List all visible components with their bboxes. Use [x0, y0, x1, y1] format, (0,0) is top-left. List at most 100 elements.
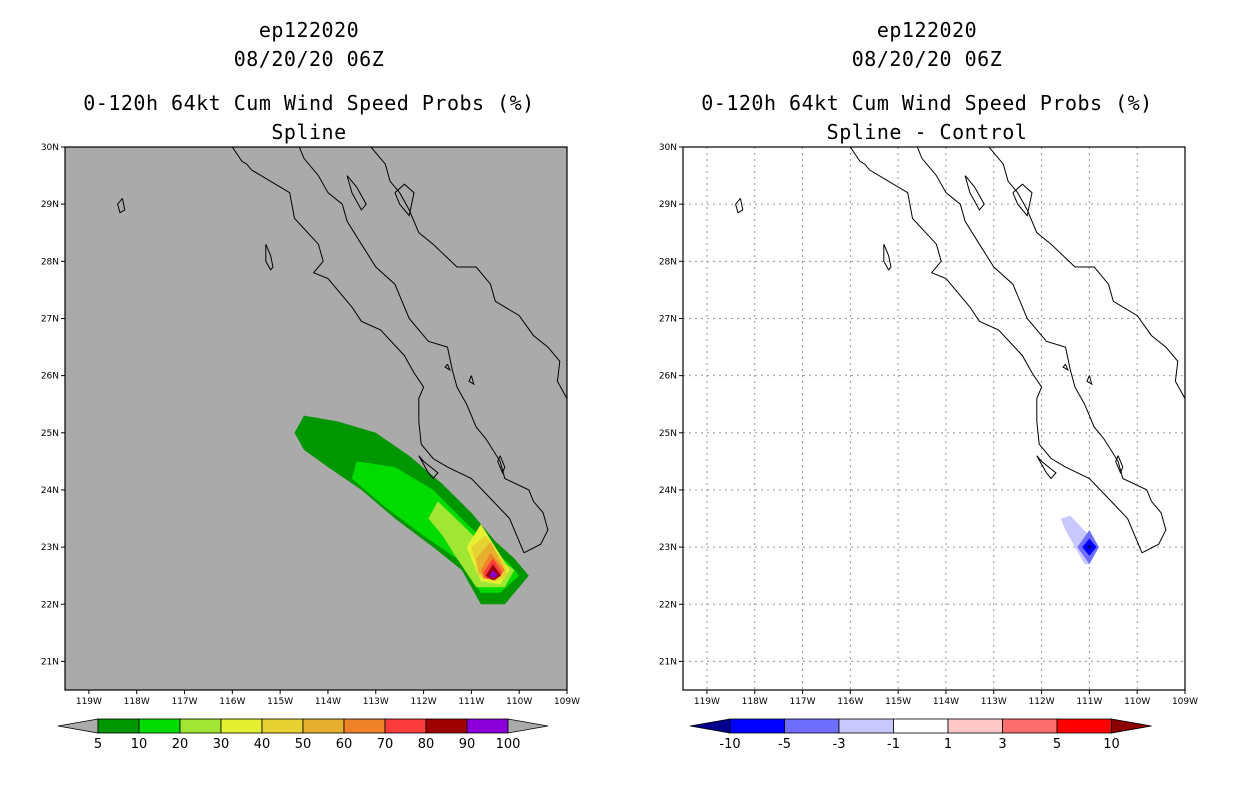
lat-tick-label: 28N	[659, 257, 677, 267]
colorbar-extend-right	[507, 718, 549, 734]
difference-panel: ep122020 08/20/20 06Z 0-120h 64kt Cum Wi…	[618, 0, 1236, 800]
colorbar-label: 70	[377, 737, 394, 752]
lon-tick-label: 114W	[933, 697, 959, 707]
coastline-baja-west-coast	[231, 147, 525, 553]
lat-tick-label: 25N	[41, 429, 59, 439]
lon-tick-label: 119W	[694, 697, 720, 707]
subtitle: Spline - Control	[826, 120, 1028, 144]
lat-tick-label: 24N	[41, 486, 59, 496]
coastline-tiny-island-b	[444, 363, 451, 372]
coastline-tiny-island-a	[468, 375, 475, 386]
lon-tick-label: 114W	[315, 697, 341, 707]
colorbar-label: 80	[418, 737, 435, 752]
colorbar-segment	[893, 718, 949, 734]
colorbar-label: 100	[496, 737, 521, 752]
coastline-tiny-island-a	[1086, 375, 1093, 386]
colorbar-segment	[220, 718, 263, 734]
colorbar-segment	[729, 718, 785, 734]
colorbar-label: 10	[1103, 737, 1120, 752]
coastline-cedros-island	[265, 244, 274, 271]
lon-tick-label: 118W	[742, 697, 768, 707]
lat-tick-label: 27N	[659, 314, 677, 324]
lon-tick-label: 116W	[837, 697, 863, 707]
colorbar-label: -1	[887, 737, 900, 752]
coastline-tiburon-island	[394, 183, 415, 217]
coastline-baja-east-coast	[916, 147, 1167, 554]
datetime-title: 08/20/20 06Z	[851, 47, 1003, 71]
colorbar-label: 5	[94, 737, 102, 752]
colorbar-segment	[343, 718, 386, 734]
coastline-tiburon-island	[1012, 183, 1033, 217]
colorbar-segment	[425, 718, 468, 734]
colorbar-label: -5	[778, 737, 791, 752]
colorbar-label: 90	[459, 737, 476, 752]
colorbar-segment	[179, 718, 222, 734]
lon-tick-label: 109W	[1172, 697, 1198, 707]
lat-tick-label: 22N	[659, 600, 677, 610]
plot-frame	[64, 146, 568, 691]
colorbar-segment	[838, 718, 894, 734]
coastline-margarita-island	[1036, 455, 1057, 480]
coastline-espiritu-santo-island	[497, 455, 506, 475]
subtitle: Spline	[271, 120, 347, 144]
lon-tick-label: 109W	[554, 697, 580, 707]
colorbar-label: 30	[213, 737, 230, 752]
plot-area	[683, 147, 1185, 690]
colorbar-label: 3	[998, 737, 1006, 752]
colorbar-segment	[1002, 718, 1058, 734]
lat-tick-label: 29N	[41, 200, 59, 210]
plot-area	[117, 147, 567, 605]
lon-tick-label: 112W	[411, 697, 437, 707]
lat-tick-label: 28N	[41, 257, 59, 267]
colorbar-label: 60	[336, 737, 353, 752]
lon-tick-label: 115W	[885, 697, 911, 707]
colorbar-extend-right	[1111, 718, 1152, 734]
lat-tick-label: 26N	[659, 372, 677, 382]
product-title: 0-120h 64kt Cum Wind Speed Probs (%)	[701, 91, 1153, 115]
colorbar-extend-left	[57, 718, 99, 734]
colorbar-label: 40	[254, 737, 271, 752]
colorbar-segment	[97, 718, 140, 734]
lat-tick-label: 23N	[41, 543, 59, 553]
colorbar-segment	[947, 718, 1003, 734]
colorbar-label: 5	[1053, 737, 1061, 752]
coastline-cedros-island	[883, 244, 892, 271]
lat-tick-label: 30N	[659, 143, 677, 153]
lon-tick-label: 113W	[981, 697, 1007, 707]
lat-tick-label: 21N	[41, 657, 59, 667]
lat-tick-label: 24N	[659, 486, 677, 496]
coastline-margarita-island	[418, 455, 439, 480]
colorbar-label: 50	[295, 737, 312, 752]
coastline-baja-west-coast	[849, 147, 1143, 553]
lon-tick-label: 113W	[363, 697, 389, 707]
lat-tick-label: 25N	[659, 429, 677, 439]
lat-tick-label: 27N	[41, 314, 59, 324]
lon-tick-label: 119W	[76, 697, 102, 707]
product-title: 0-120h 64kt Cum Wind Speed Probs (%)	[83, 91, 535, 115]
colorbar-label: -3	[833, 737, 846, 752]
lon-tick-label: 111W	[1076, 697, 1102, 707]
colorbar-label: -10	[719, 737, 740, 752]
coastline-mainland-coast	[370, 147, 567, 399]
colorbar: -10 -5 -3 -1 1 3 5 10	[689, 718, 1152, 752]
spline-panel: ep122020 08/20/20 06Z 0-120h 64kt Cum Wi…	[41, 18, 580, 752]
plot-background	[683, 147, 1185, 690]
lat-tick-label: 23N	[659, 543, 677, 553]
lon-tick-label: 115W	[267, 697, 293, 707]
coastline-baja-east-coast	[298, 147, 549, 554]
colorbar-label: 10	[131, 737, 148, 752]
lon-tick-label: 116W	[219, 697, 245, 707]
lon-tick-label: 110W	[506, 697, 532, 707]
coastline-espiritu-santo-island	[1115, 455, 1124, 475]
colorbar-segment	[384, 718, 427, 734]
storm-id-title: ep122020	[258, 18, 360, 42]
coastline-guadalupe-island	[735, 198, 744, 214]
lat-tick-label: 29N	[659, 200, 677, 210]
lon-tick-label: 117W	[789, 697, 815, 707]
lon-tick-label: 117W	[171, 697, 197, 707]
colorbar-label: 20	[172, 737, 189, 752]
colorbar-segment	[261, 718, 304, 734]
coastline-angel-guarda-island	[346, 175, 367, 211]
